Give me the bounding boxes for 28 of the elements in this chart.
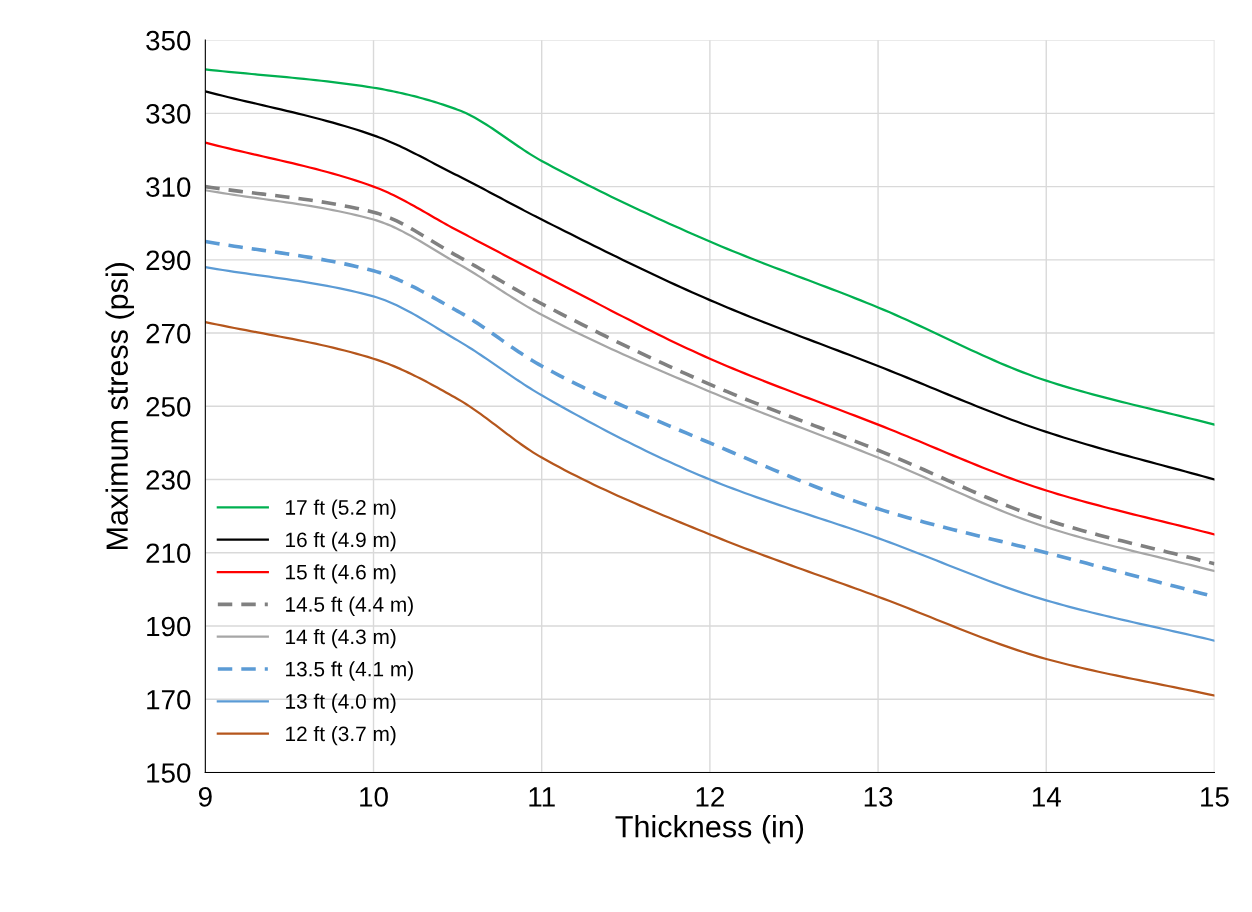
x-tick-label: 13 [864, 787, 893, 807]
x-tick-label: 12 [696, 787, 724, 807]
legend-label: 12 ft (3.7 m) [286, 725, 396, 746]
y-axis-title: Maximum stress (psi) [105, 263, 134, 549]
x-tick-label: 11 [529, 787, 555, 807]
x-tick-label: 10 [360, 787, 388, 807]
legend-label: 13 ft (4.0 m) [286, 693, 396, 713]
x-tick-label: 9 [198, 787, 212, 807]
legend-label: 16 ft (4.9 m) [286, 531, 396, 552]
y-tick-label: 190 [147, 616, 191, 637]
legend-label: 13.5 ft (4.1 m) [286, 661, 413, 681]
y-tick-label: 170 [147, 689, 191, 710]
legend-label: 17 ft (5.2 m) [286, 499, 396, 519]
x-axis-title: Thickness (in) [615, 815, 804, 844]
y-tick-label: 150 [147, 763, 191, 783]
x-tick-label: 15 [1201, 787, 1229, 807]
y-tick-label: 250 [146, 396, 191, 417]
y-tick-label: 230 [146, 470, 191, 490]
y-tick-label: 270 [146, 323, 191, 344]
y-tick-label: 290 [146, 250, 191, 271]
legend-label: 14 ft (4.3 m) [286, 628, 396, 649]
legend-label: 15 ft (4.6 m) [286, 564, 396, 584]
y-tick-label: 210 [146, 543, 191, 564]
y-tick-label: 350 [146, 30, 191, 51]
y-tick-label: 330 [146, 104, 191, 124]
x-tick-label: 14 [1032, 787, 1061, 807]
y-tick-label: 310 [146, 177, 191, 197]
legend-label: 14.5 ft (4.4 m) [286, 596, 413, 616]
